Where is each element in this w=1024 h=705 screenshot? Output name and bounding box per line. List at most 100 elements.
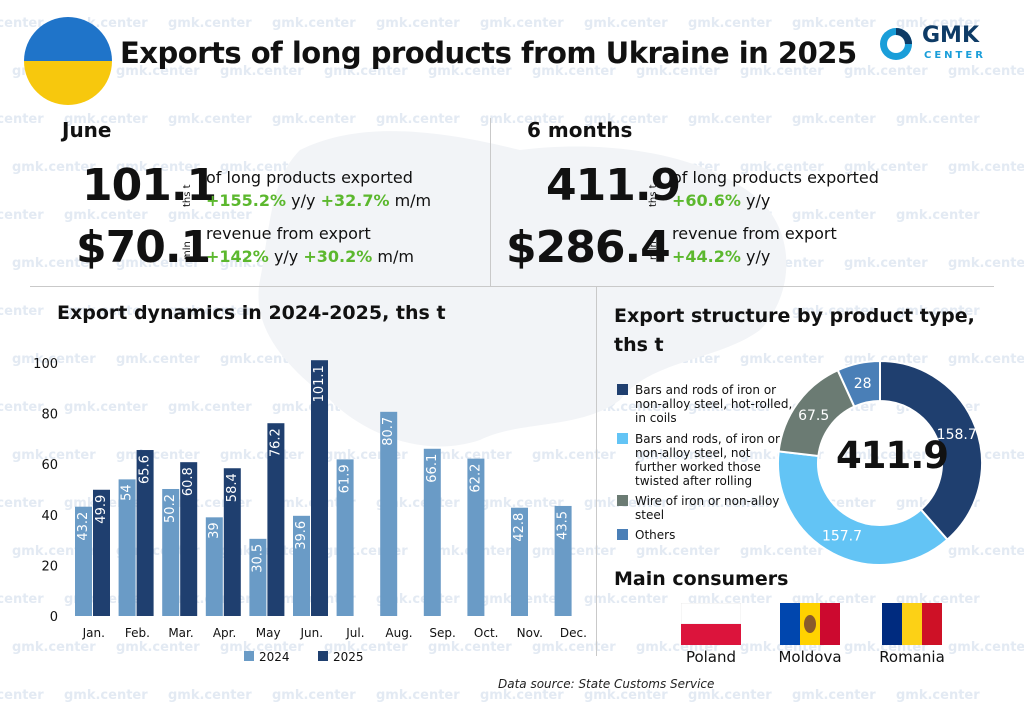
bar-value-label: 43.5 bbox=[556, 511, 571, 540]
donut-chart: 158.7 157.7 67.5 28 bbox=[777, 359, 983, 566]
y-tick-label: 100 bbox=[33, 357, 58, 372]
x-tick-label: Oct. bbox=[474, 626, 499, 640]
logo-subtext: CENTER bbox=[924, 50, 986, 61]
y-tick-label: 80 bbox=[41, 408, 58, 423]
logo-text: GMK bbox=[922, 23, 979, 48]
kpi-divider bbox=[490, 118, 491, 286]
june-revenue-change: +142% y/y +30.2% m/m bbox=[206, 247, 414, 266]
legend-swatch bbox=[617, 529, 628, 540]
x-tick-label: Mar. bbox=[168, 626, 193, 640]
june-revenue-unit: mln bbox=[182, 241, 193, 260]
legend-label: Others bbox=[635, 528, 676, 542]
bar-2024 bbox=[467, 458, 485, 616]
donut-slice bbox=[836, 359, 881, 408]
legend-swatch bbox=[617, 433, 628, 444]
x-tick-label: Sep. bbox=[429, 626, 455, 640]
legend-swatch bbox=[318, 651, 328, 661]
bar-value-label: 101.1 bbox=[312, 365, 327, 402]
ukraine-flag-icon bbox=[24, 17, 112, 105]
donut-slice-label: 28 bbox=[854, 376, 872, 392]
bar-value-label: 60.8 bbox=[181, 467, 196, 496]
bar-2024 bbox=[423, 448, 441, 616]
legend-label: Bars and rods of iron or non-alloy steel… bbox=[635, 383, 793, 425]
bar-value-label: 42.8 bbox=[512, 513, 527, 542]
bar-2024 bbox=[249, 538, 267, 616]
bar-value-label: 61.9 bbox=[338, 464, 353, 493]
consumers-title: Main consumers bbox=[614, 568, 789, 590]
bar-value-label: 76.2 bbox=[268, 428, 283, 457]
bar-2024 bbox=[162, 488, 180, 616]
bar-value-label: 50.2 bbox=[163, 494, 178, 523]
gmk-logo-icon bbox=[880, 28, 912, 60]
legend-swatch bbox=[617, 384, 628, 395]
bar-value-label: 49.9 bbox=[94, 495, 109, 524]
x-tick-label: Jun. bbox=[300, 626, 324, 640]
bar-value-label: 65.6 bbox=[138, 455, 153, 484]
bar-2025 bbox=[180, 462, 198, 616]
legend-label: Wire of iron or non-alloy steel bbox=[635, 494, 780, 522]
bar-2024 bbox=[118, 479, 136, 616]
section-divider bbox=[30, 286, 994, 287]
bar-value-label: 62.2 bbox=[468, 464, 483, 493]
bar-2025 bbox=[267, 423, 285, 616]
six-months-volume-value: 411.9 bbox=[546, 160, 681, 211]
x-tick-label: Jul. bbox=[345, 626, 364, 640]
donut-center-value: 411.9 bbox=[836, 434, 949, 477]
donut-slice bbox=[777, 450, 949, 566]
moldova-flag-icon bbox=[780, 603, 840, 645]
donut-slice-label: 158.7 bbox=[937, 427, 977, 443]
legend-swatch bbox=[617, 495, 628, 506]
bar-value-label: 58.4 bbox=[225, 473, 240, 502]
donut-slice-label: 67.5 bbox=[798, 408, 829, 424]
gmk-center-logo: GMK CENTER bbox=[878, 23, 1008, 70]
six-months-revenue-value: $286.4 bbox=[506, 222, 671, 273]
bar-2024 bbox=[554, 505, 572, 616]
y-tick-label: 40 bbox=[41, 509, 58, 524]
legend-label: 2024 bbox=[259, 650, 290, 664]
legend-label: 2025 bbox=[333, 650, 364, 664]
x-tick-label: Aug. bbox=[385, 626, 412, 640]
six-months-volume-desc: of long products exported bbox=[672, 168, 879, 187]
six-months-label: 6 months bbox=[527, 118, 633, 142]
june-revenue-value: $70.1 bbox=[76, 222, 211, 273]
bar-2024 bbox=[293, 515, 310, 616]
bar-value-label: 39 bbox=[207, 522, 222, 539]
x-tick-label: Apr. bbox=[213, 626, 236, 640]
june-volume-value: 101.1 bbox=[82, 160, 217, 211]
legend-label: Bars and rods, of iron or non-alloy stee… bbox=[635, 432, 780, 488]
bar-value-label: 30.5 bbox=[250, 544, 265, 573]
x-tick-label: Feb. bbox=[125, 626, 150, 640]
donut-slice-label: 157.7 bbox=[822, 529, 862, 545]
country-romania: Romania bbox=[879, 648, 945, 666]
bar-value-label: 54 bbox=[120, 484, 135, 501]
bar-2024 bbox=[75, 506, 92, 616]
bar-value-label: 66.1 bbox=[425, 454, 440, 483]
june-revenue-desc: revenue from export bbox=[206, 224, 371, 243]
six-months-revenue-change: +44.2% y/y bbox=[672, 247, 771, 266]
bar-chart-title: Export dynamics in 2024-2025, ths t bbox=[57, 302, 446, 324]
bar-2024 bbox=[380, 411, 398, 616]
six-months-revenue-desc: revenue from export bbox=[672, 224, 837, 243]
bar-2025 bbox=[223, 468, 241, 616]
six-months-volume-unit: ths t bbox=[648, 184, 659, 207]
y-tick-label: 0 bbox=[50, 610, 58, 625]
six-months-volume-change: +60.6% y/y bbox=[672, 191, 771, 210]
june-volume-desc: of long products exported bbox=[206, 168, 413, 187]
x-tick-label: Jan. bbox=[82, 626, 105, 640]
bar-value-label: 39.6 bbox=[294, 521, 309, 550]
legend-swatch bbox=[244, 651, 254, 661]
bar-2024 bbox=[511, 507, 528, 616]
donut-chart-title: Export structure by product type, ths t bbox=[614, 305, 975, 356]
bar-2024 bbox=[336, 459, 354, 616]
bar-value-label: 43.2 bbox=[76, 512, 91, 541]
page-title: Exports of long products from Ukraine in… bbox=[120, 36, 857, 70]
bar-2025 bbox=[136, 450, 154, 616]
x-tick-label: Dec. bbox=[560, 626, 587, 640]
bar-value-label: 80.7 bbox=[381, 417, 396, 446]
bar-2024 bbox=[205, 517, 223, 616]
poland-flag-icon bbox=[681, 603, 741, 645]
x-tick-label: Nov. bbox=[517, 626, 543, 640]
romania-flag-icon bbox=[882, 603, 942, 645]
